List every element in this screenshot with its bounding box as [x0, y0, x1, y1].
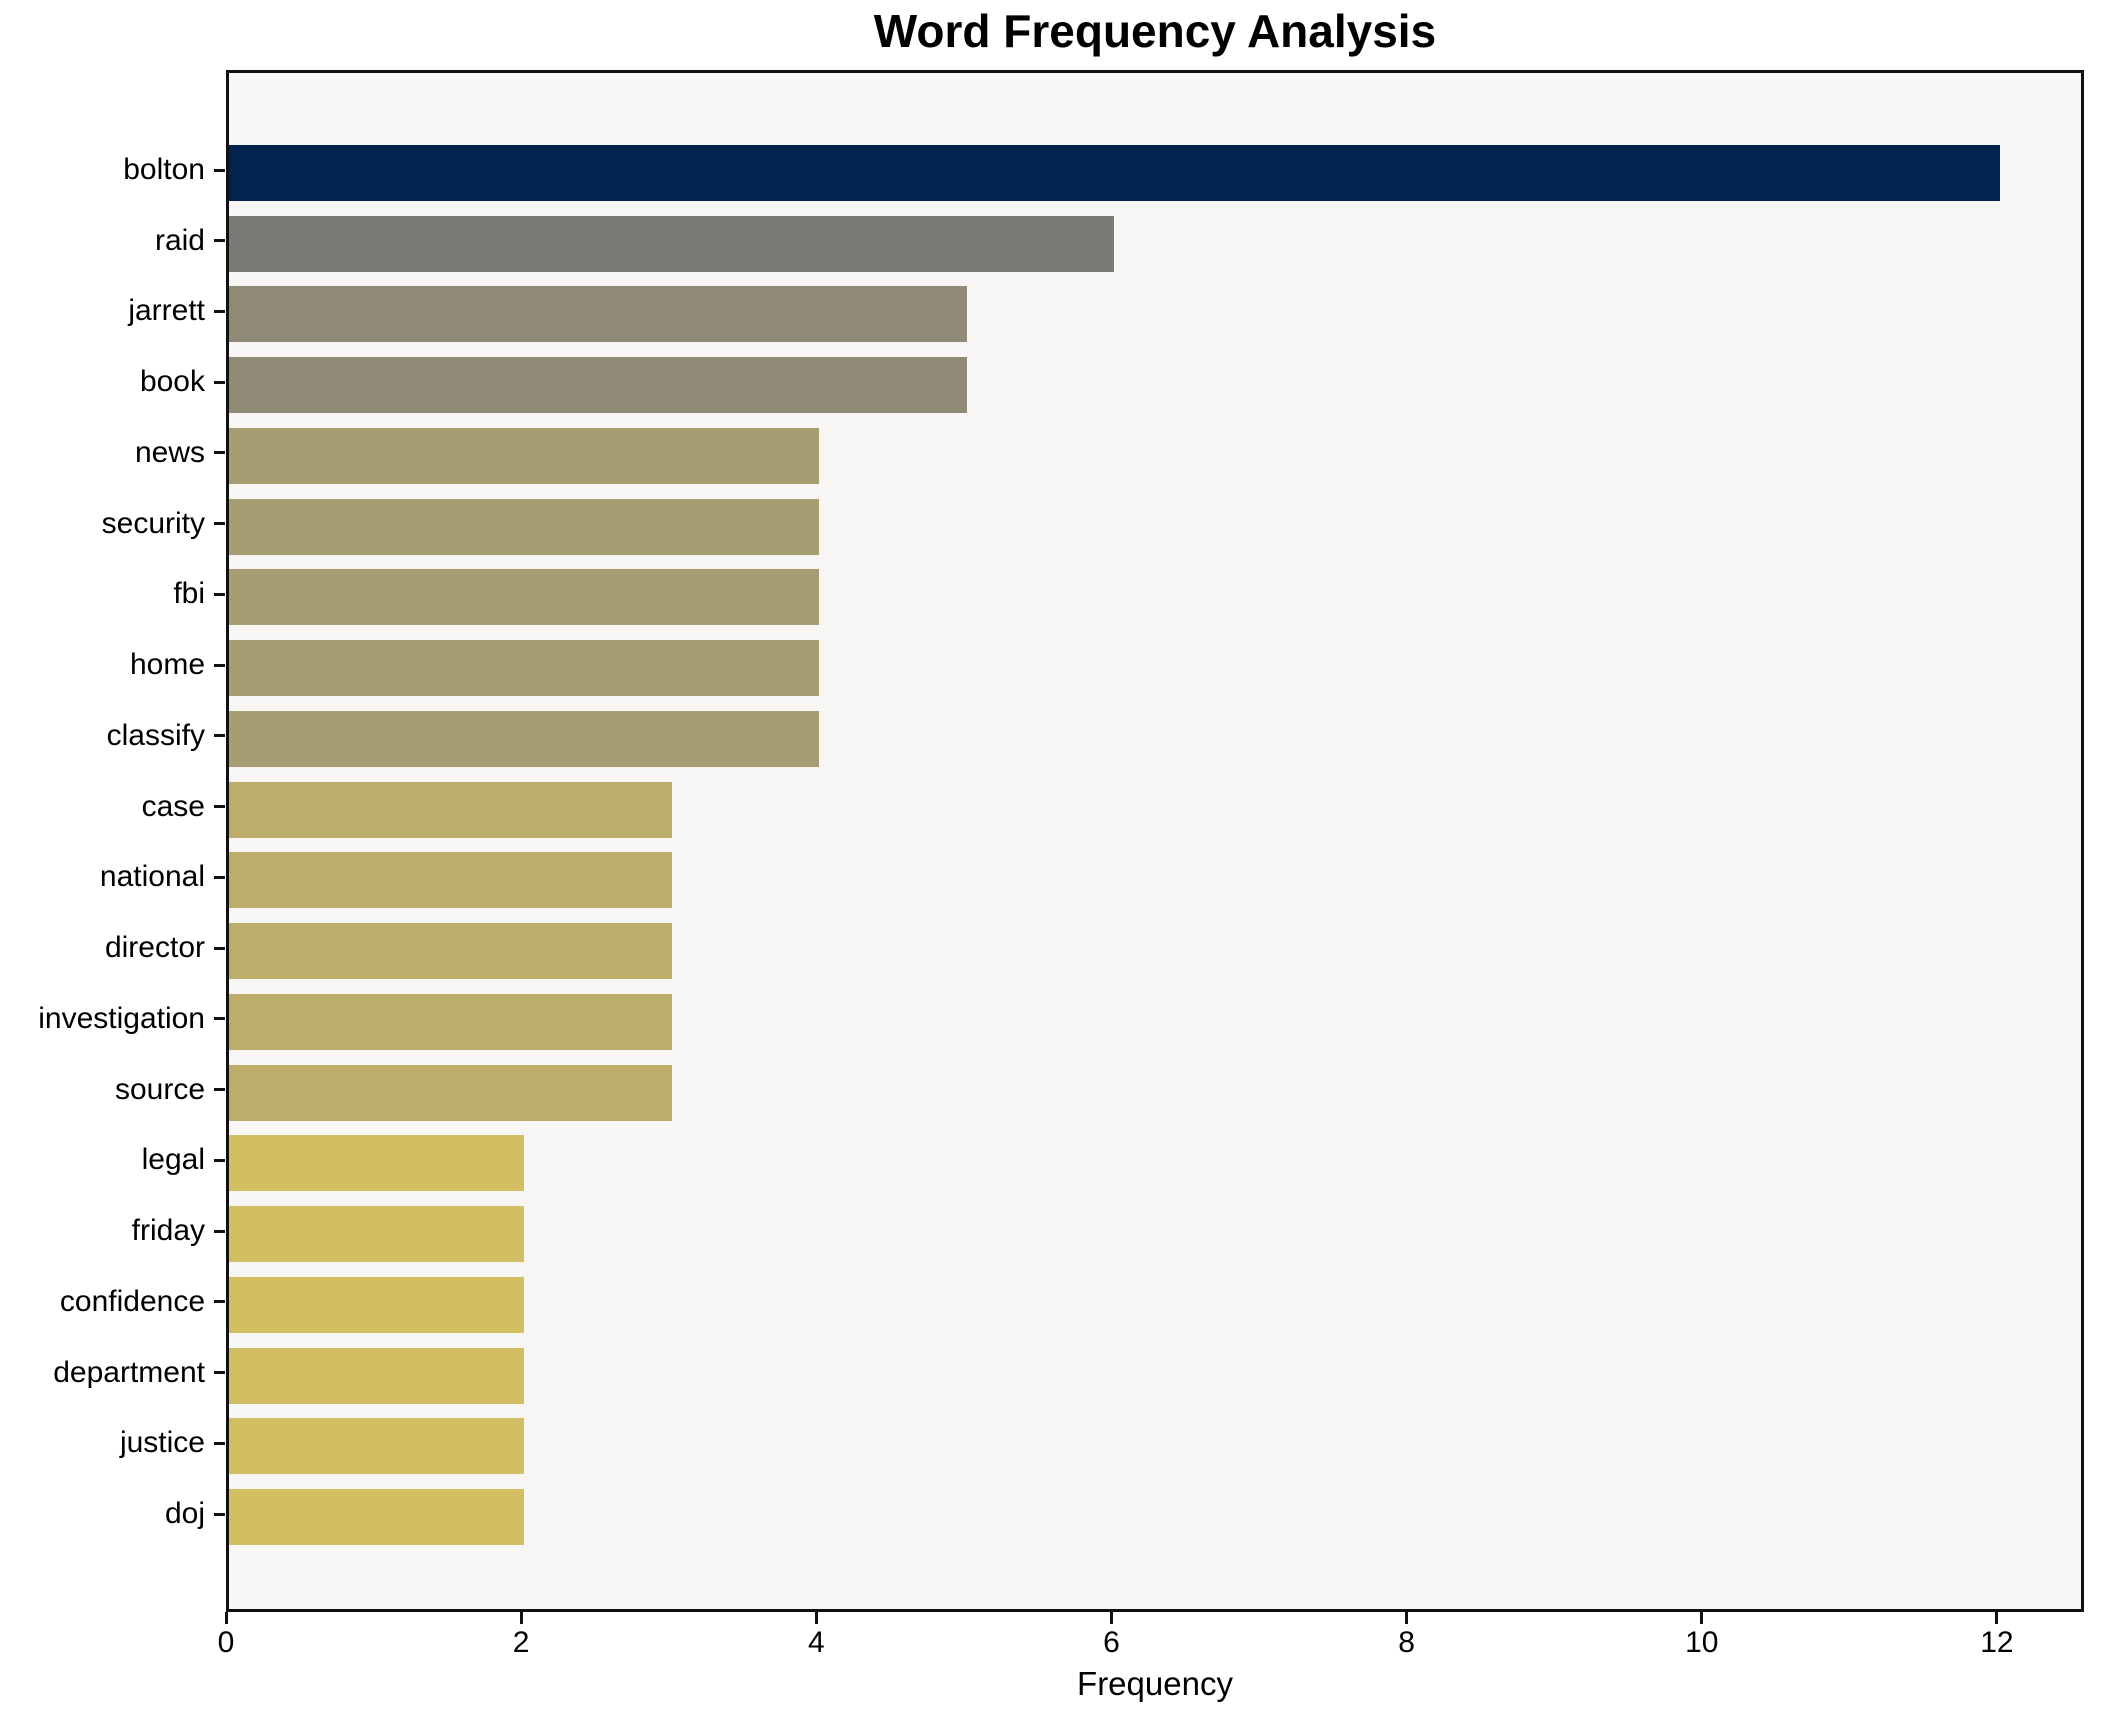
bar-source	[229, 1064, 672, 1121]
y-tick-label-book: book	[139, 365, 205, 399]
bar-raid	[229, 215, 1115, 272]
bar-doj	[229, 1489, 525, 1546]
y-tick-mark	[214, 1300, 225, 1304]
y-tick-mark	[214, 1158, 225, 1162]
y-tick-label-justice: justice	[119, 1426, 205, 1460]
x-tick-mark	[1995, 1612, 1999, 1624]
bar-bolton	[229, 145, 2000, 201]
bar-department	[229, 1347, 525, 1404]
bar-friday	[229, 1206, 525, 1263]
y-tick-mark	[214, 1229, 225, 1233]
x-tick-label-0: 0	[217, 1626, 235, 1659]
bar-fbi	[229, 569, 820, 626]
y-tick-mark	[214, 1512, 225, 1516]
y-tick-mark	[214, 309, 225, 313]
y-tick-mark	[214, 592, 225, 596]
y-tick-label-raid: raid	[154, 223, 205, 257]
x-tick-label-4: 4	[807, 1626, 825, 1659]
y-tick-label-security: security	[101, 506, 205, 540]
y-tick-label-classify: classify	[106, 718, 205, 752]
x-tick-mark	[519, 1612, 523, 1624]
x-tick-mark	[1405, 1612, 1409, 1624]
y-tick-label-department: department	[53, 1355, 205, 1389]
y-tick-label-investigation: investigation	[38, 1001, 205, 1035]
bar-national	[229, 852, 672, 909]
y-tick-mark	[214, 1017, 225, 1021]
bar-classify	[229, 710, 820, 767]
y-tick-label-fbi: fbi	[173, 577, 205, 611]
y-tick-mark	[214, 1441, 225, 1445]
y-tick-label-director: director	[104, 931, 205, 965]
y-tick-label-national: national	[99, 860, 205, 894]
bar-news	[229, 427, 820, 484]
y-tick-mark	[214, 946, 225, 950]
y-tick-mark	[214, 875, 225, 879]
y-tick-label-bolton: bolton	[123, 153, 205, 186]
bar-justice	[229, 1418, 525, 1475]
y-tick-mark	[214, 380, 225, 384]
bar-jarrett	[229, 286, 967, 343]
x-tick-label-12: 12	[1980, 1626, 2014, 1659]
bar-home	[229, 640, 820, 697]
x-tick-mark	[1700, 1612, 1704, 1624]
y-tick-mark	[214, 1371, 225, 1375]
y-tick-mark	[214, 734, 225, 738]
y-tick-label-home: home	[129, 648, 205, 682]
y-tick-mark	[214, 805, 225, 809]
plot-area	[226, 70, 2084, 1612]
x-tick-label-2: 2	[512, 1626, 530, 1659]
x-axis-label: Frequency	[1077, 1665, 1233, 1702]
y-tick-mark	[214, 168, 225, 172]
bar-case	[229, 781, 672, 838]
y-tick-label-news: news	[134, 435, 205, 469]
y-tick-label-confidence: confidence	[59, 1284, 205, 1318]
bar-book	[229, 357, 967, 414]
bar-investigation	[229, 993, 672, 1050]
y-tick-label-source: source	[114, 1072, 205, 1106]
y-tick-label-jarrett: jarrett	[128, 294, 205, 328]
x-tick-label-8: 8	[1398, 1626, 1415, 1659]
y-tick-label-legal: legal	[141, 1143, 205, 1177]
x-tick-mark	[224, 1612, 228, 1624]
x-tick-label-10: 10	[1685, 1626, 1719, 1659]
y-tick-mark	[214, 1088, 225, 1092]
y-tick-mark	[214, 239, 225, 243]
bar-legal	[229, 1135, 525, 1192]
x-tick-label-6: 6	[1103, 1626, 1120, 1659]
x-tick-mark	[814, 1612, 818, 1624]
chart-title: Word Frequency Analysis	[873, 5, 1437, 57]
bar-security	[229, 498, 820, 555]
y-tick-label-case: case	[141, 789, 205, 823]
y-tick-label-doj: doj	[164, 1497, 205, 1531]
bar-confidence	[229, 1276, 525, 1333]
bar-director	[229, 923, 672, 980]
y-tick-mark	[214, 663, 225, 667]
y-tick-mark	[214, 522, 225, 526]
y-tick-label-friday: friday	[131, 1214, 205, 1248]
y-tick-mark	[214, 451, 225, 455]
x-tick-mark	[1109, 1612, 1113, 1624]
